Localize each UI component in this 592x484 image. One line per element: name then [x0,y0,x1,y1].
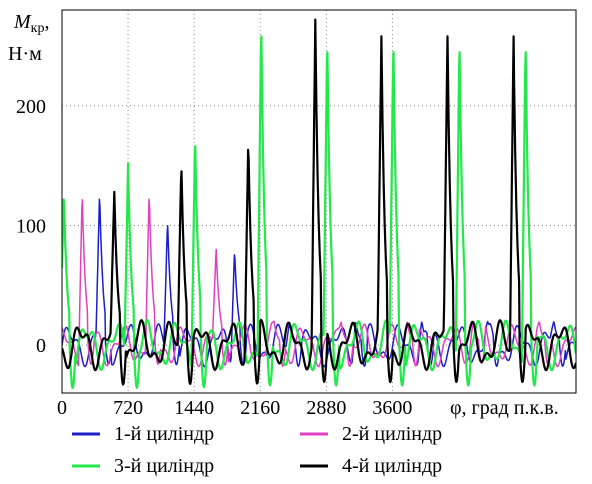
legend: 1-й циліндр 2-й циліндр 3-й циліндр 4-й цил… [72,423,442,477]
y-tick-label: 100 [16,215,46,237]
series-layer [62,18,576,390]
x-tick-label: 1440 [174,397,214,419]
y-tick-label: 0 [36,335,46,357]
x-axis-label: φ, град п.к.в. [450,397,559,419]
x-tick-label: 3600 [372,397,412,419]
series-line-2 [62,198,576,368]
tick-labels: 0 720 1440 2160 2880 3600 0 100 200 [16,96,412,419]
x-tick-label: 720 [113,397,143,419]
legend-label-4: 4-й циліндр [342,455,442,477]
series-line-4 [62,18,576,386]
legend-label-3: 3-й циліндр [114,455,214,477]
y-axis-unit: Н·м [8,43,42,65]
legend-label-1: 1-й циліндр [114,423,214,445]
y-axis-label: Mкр, [13,11,49,36]
x-tick-label: 2880 [306,397,346,419]
x-tick-label: 0 [57,397,67,419]
y-tick-label: 200 [16,96,46,118]
plot-frame [61,9,577,394]
legend-label-2: 2-й циліндр [342,423,442,445]
x-tick-label: 2160 [240,397,280,419]
